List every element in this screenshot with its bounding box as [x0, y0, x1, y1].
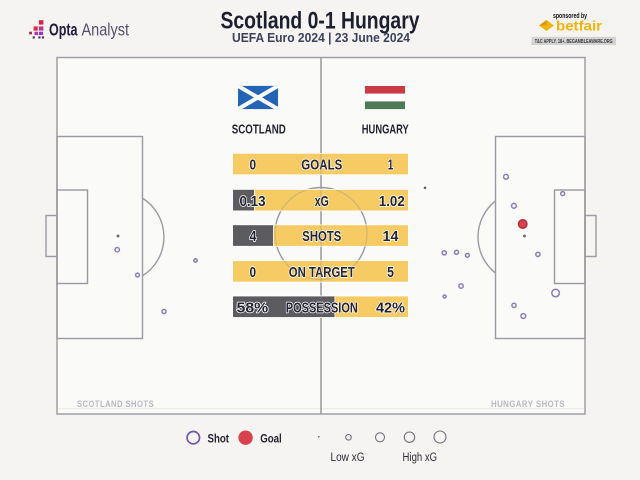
svg-text:4: 4: [250, 229, 258, 245]
svg-text:SCOTLAND: SCOTLAND: [232, 123, 286, 137]
svg-text:sponsored by: sponsored by: [553, 13, 587, 20]
svg-text:UEFA Euro 2024 | 23 June 2024: UEFA Euro 2024 | 23 June 2024: [232, 30, 411, 45]
svg-text:POSSESSION: POSSESSION: [286, 300, 358, 316]
svg-text:xG: xG: [315, 194, 329, 210]
svg-text:betfair: betfair: [556, 17, 603, 33]
svg-text:58%: 58%: [237, 300, 269, 316]
svg-text:5: 5: [387, 265, 394, 281]
svg-text:0: 0: [250, 158, 257, 174]
svg-text:SHOTS: SHOTS: [302, 229, 341, 245]
svg-text:Scotland 0-1 Hungary: Scotland 0-1 Hungary: [221, 8, 421, 35]
svg-text:Low xG: Low xG: [331, 452, 365, 464]
svg-text:Analyst: Analyst: [82, 20, 130, 40]
svg-text:ON TARGET: ON TARGET: [289, 265, 355, 281]
svg-text:1.02: 1.02: [379, 194, 405, 210]
svg-text:GOALS: GOALS: [301, 158, 342, 174]
svg-text:1: 1: [388, 158, 394, 174]
svg-text:Shot: Shot: [208, 431, 230, 445]
svg-text:SCOTLAND SHOTS: SCOTLAND SHOTS: [77, 399, 154, 409]
svg-text:HUNGARY: HUNGARY: [362, 123, 409, 137]
svg-text:42%: 42%: [376, 300, 405, 316]
svg-text:0: 0: [250, 265, 257, 281]
svg-text:0.13: 0.13: [240, 194, 266, 210]
svg-text:14: 14: [383, 229, 400, 245]
svg-text:T&C APPLY. 18+. BEGAMBLEAWARE.: T&C APPLY. 18+. BEGAMBLEAWARE.ORG: [535, 39, 613, 45]
svg-text:Opta: Opta: [49, 20, 78, 40]
svg-text:High xG: High xG: [403, 452, 438, 464]
svg-text:HUNGARY SHOTS: HUNGARY SHOTS: [491, 399, 565, 409]
svg-text:Goal: Goal: [260, 431, 282, 445]
